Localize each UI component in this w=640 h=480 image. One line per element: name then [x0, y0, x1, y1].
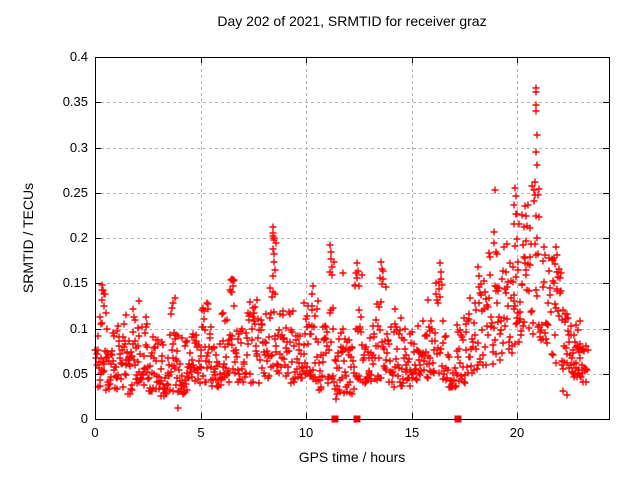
y-tick-label: 0.2: [69, 230, 88, 245]
y-tick-label: 0.3: [69, 140, 88, 155]
x-tick-label: 15: [404, 425, 420, 440]
y-tick-label: 0.1: [69, 321, 88, 336]
y-tick-label: 0.05: [62, 366, 88, 381]
y-tick-label: 0.35: [62, 94, 88, 109]
plot-border: [95, 57, 610, 420]
y-tick-label: 0: [80, 411, 88, 426]
x-axis-label: GPS time / hours: [298, 449, 406, 465]
x-tick-label: 10: [298, 425, 314, 440]
y-tick-label: 0.15: [62, 275, 88, 290]
y-tick-label: 0.25: [62, 185, 88, 200]
y-tick-label: 0.4: [69, 49, 88, 64]
scatter-points: [91, 84, 592, 412]
x-tick-label: 20: [509, 425, 525, 440]
x-tick-label: 5: [197, 425, 205, 440]
chart-title: Day 202 of 2021, SRMTID for receiver gra…: [217, 13, 487, 29]
x-tick-label: 0: [91, 425, 99, 440]
